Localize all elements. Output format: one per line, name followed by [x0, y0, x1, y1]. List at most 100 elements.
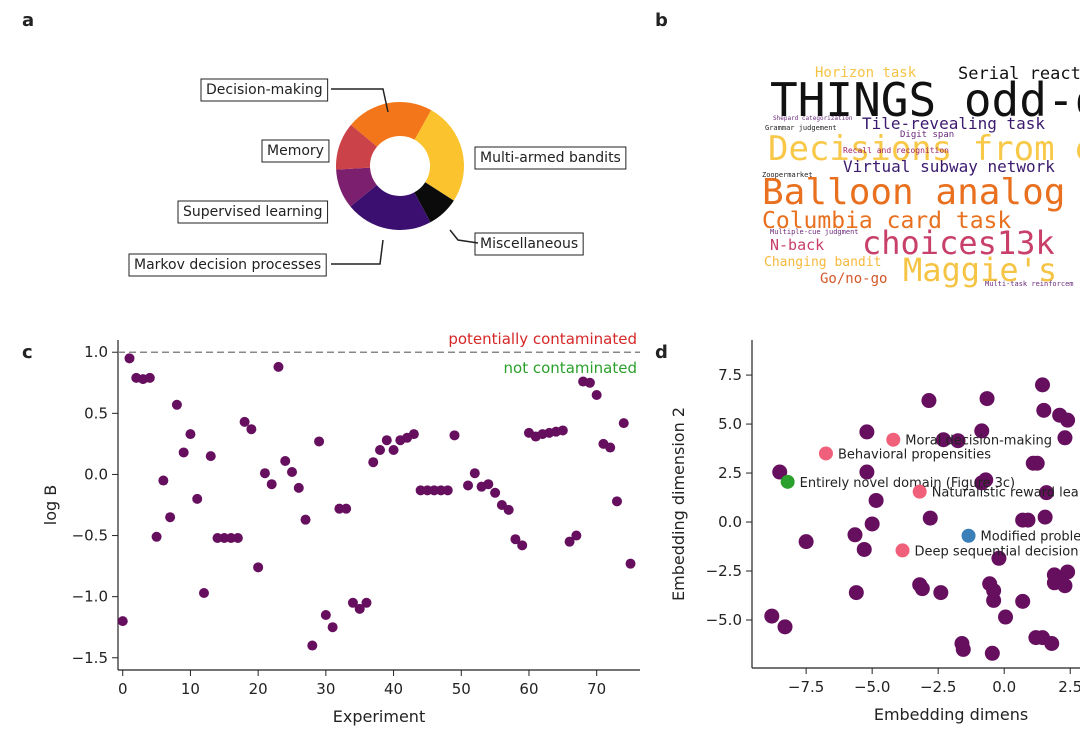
donut-segment: [336, 167, 377, 207]
donut-segment: [336, 124, 378, 170]
point: [408, 429, 419, 440]
point: [1057, 430, 1073, 446]
word: Balloon analog r: [762, 172, 1080, 213]
y-tick-label: −0.5: [72, 527, 108, 545]
category-label: Miscellaneous: [480, 236, 578, 252]
x-tick-label: 70: [587, 680, 606, 698]
point: [503, 504, 514, 515]
point: [772, 464, 788, 480]
label-box: [474, 232, 584, 256]
point: [490, 487, 501, 498]
point: [921, 393, 937, 409]
point: [998, 609, 1014, 625]
point: [1036, 402, 1052, 418]
highlight-label: Behavioral propensities: [838, 447, 991, 462]
point: [198, 588, 209, 598]
point: [347, 597, 358, 608]
point: [253, 562, 264, 573]
word: Serial react: [958, 64, 1080, 84]
point: [307, 640, 318, 651]
point: [847, 527, 863, 543]
donut-segment: [350, 101, 432, 147]
point: [124, 353, 135, 364]
panel-letter: b: [655, 10, 668, 31]
word: Multi-task reinforcem: [985, 280, 1074, 288]
point: [955, 641, 971, 657]
point: [144, 372, 155, 383]
point: [1029, 455, 1045, 471]
point: [442, 485, 453, 496]
word: Recall and recognition: [843, 146, 949, 155]
point: [1038, 485, 1054, 501]
point: [463, 480, 474, 491]
point: [914, 581, 930, 597]
y-tick-label: 5.0: [718, 415, 742, 433]
point: [320, 610, 331, 620]
x-tick-label: 40: [384, 680, 403, 698]
point: [864, 516, 880, 532]
point: [1057, 578, 1073, 594]
point: [517, 540, 528, 551]
leader-line: [331, 88, 389, 113]
point: [287, 467, 297, 477]
x-axis-label: Embedding dimens: [874, 705, 1028, 724]
point: [151, 531, 162, 542]
x-tick-label: 30: [316, 680, 335, 698]
point: [205, 451, 216, 462]
point: [361, 597, 372, 608]
point: [510, 534, 521, 545]
point: [1015, 593, 1031, 609]
point: [293, 482, 304, 493]
donut-segment: [350, 184, 431, 230]
highlight-label: Modified proble: [981, 530, 1080, 545]
point: [856, 541, 872, 557]
x-tick-label: 0.0: [992, 678, 1016, 696]
highlight-label: Deep sequential decision: [915, 544, 1079, 559]
point: [974, 475, 990, 491]
x-tick-label: −5.0: [854, 678, 890, 696]
point: [859, 424, 875, 440]
category-label: Markov decision processes: [134, 257, 321, 273]
point: [611, 496, 622, 507]
point: [280, 456, 291, 466]
point: [381, 435, 392, 446]
point: [777, 619, 793, 635]
x-tick-label: 20: [249, 680, 268, 698]
word: N-back: [770, 236, 824, 254]
point: [469, 468, 480, 479]
point: [266, 479, 277, 490]
label-box: [128, 253, 327, 277]
point: [564, 536, 575, 547]
point: [557, 425, 568, 436]
point: [1034, 377, 1050, 393]
word: Multiple-cue judgment: [770, 228, 859, 236]
y-tick-label: −2.5: [706, 562, 742, 580]
point: [991, 550, 1007, 566]
word: Maggie's: [903, 251, 1057, 289]
x-tick-label: −2.5: [920, 678, 956, 696]
y-tick-label: 0.0: [718, 513, 742, 531]
highlight-label: Entirely novel domain (Figure 3c): [800, 476, 1016, 491]
panel-letter: a: [22, 10, 34, 31]
point: [368, 457, 379, 468]
point: [984, 645, 1000, 661]
point: [798, 534, 814, 550]
x-tick-label: 50: [452, 680, 471, 698]
point: [618, 418, 629, 429]
highlight-point: [895, 543, 910, 558]
point: [868, 492, 884, 508]
point: [1020, 512, 1036, 528]
point: [1037, 509, 1053, 525]
point: [375, 445, 386, 455]
word: Tile-revealing task: [862, 114, 1045, 133]
category-label: Decision-making: [206, 82, 323, 98]
x-tick-label: 60: [519, 680, 538, 698]
label-box: [474, 146, 627, 170]
point: [354, 603, 365, 614]
point: [1060, 564, 1076, 580]
highlight-point: [818, 446, 833, 461]
point: [605, 442, 616, 453]
y-tick-label: −1.0: [72, 588, 108, 606]
point: [571, 530, 582, 541]
word: Digit span: [900, 130, 954, 140]
